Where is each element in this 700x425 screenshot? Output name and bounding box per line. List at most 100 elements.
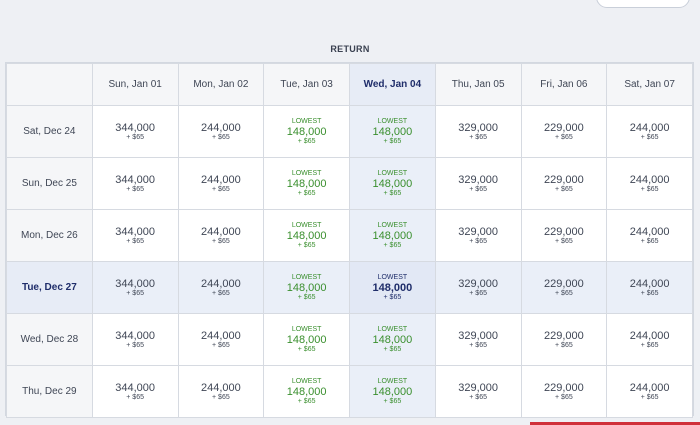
fare-tax: + $65: [469, 185, 487, 193]
fare-tax: + $65: [297, 137, 316, 145]
fare-calendar-grid: Sun, Jan 01 Mon, Jan 02 Tue, Jan 03 Wed, Ja…: [5, 62, 694, 418]
lowest-badge: LOWEST: [377, 377, 408, 385]
fare-points: 244,000: [200, 329, 241, 342]
fare-cell[interactable]: LOWEST 148,000 + $65: [263, 365, 350, 418]
fare-tax: + $65: [555, 341, 573, 349]
fare-cell[interactable]: 329,000 + $65: [434, 261, 522, 314]
fare-cell[interactable]: 229,000 + $65: [520, 365, 608, 418]
fare-tax: + $65: [640, 237, 659, 245]
fare-points: 229,000: [543, 381, 584, 394]
fare-tax: + $65: [640, 341, 659, 349]
fare-cell[interactable]: LOWEST 148,000 + $65: [263, 261, 350, 314]
fare-cell[interactable]: 244,000 + $65: [177, 313, 265, 366]
fare-cell[interactable]: LOWEST 148,000 + $65: [263, 209, 350, 262]
fare-cell[interactable]: 229,000 + $65: [520, 209, 608, 262]
fare-cell[interactable]: 244,000 + $65: [177, 209, 265, 262]
fare-cell[interactable]: 244,000 + $65: [606, 209, 693, 262]
lowest-badge: LOWEST: [291, 377, 322, 385]
fare-points: 244,000: [629, 277, 670, 290]
fare-cell[interactable]: 244,000 + $65: [177, 365, 265, 418]
lowest-badge: LOWEST: [291, 117, 322, 125]
fare-tax: + $65: [383, 137, 402, 145]
fare-cell[interactable]: 344,000 + $65: [91, 209, 179, 262]
fare-cell[interactable]: 344,000 + $65: [91, 261, 179, 314]
departure-date-header: Wed, Dec 28: [6, 313, 93, 366]
fare-cell[interactable]: 244,000 + $65: [177, 157, 265, 210]
fare-points: 148,000: [286, 229, 327, 242]
fare-cell[interactable]: 329,000 + $65: [434, 209, 522, 262]
fare-cell[interactable]: 344,000 + $65: [91, 365, 179, 418]
return-heading: RETURN: [330, 44, 370, 54]
fare-points: 148,000: [372, 125, 413, 138]
fare-cell[interactable]: 329,000 + $65: [434, 313, 522, 366]
return-date-header: Tue, Jan 03: [263, 63, 350, 106]
fare-points: 344,000: [115, 381, 155, 394]
fare-points: 244,000: [200, 121, 241, 134]
fare-cell[interactable]: 344,000 + $65: [91, 157, 179, 210]
lowest-badge: LOWEST: [291, 325, 322, 333]
fare-tax: + $65: [297, 345, 316, 353]
fare-tax: + $65: [555, 185, 573, 193]
fare-cell[interactable]: 229,000 + $65: [520, 261, 608, 314]
fare-tax: + $65: [383, 345, 402, 353]
fare-tax: + $65: [126, 341, 144, 349]
fare-cell[interactable]: 244,000 + $65: [177, 261, 265, 314]
fare-cell[interactable]: 244,000 + $65: [606, 313, 693, 366]
fare-points: 148,000: [286, 333, 327, 346]
fare-points: 244,000: [629, 381, 670, 394]
fare-points: 329,000: [458, 225, 498, 238]
fare-points: 229,000: [543, 173, 584, 186]
return-date-header: Fri, Jan 06: [520, 63, 608, 106]
fare-tax: + $65: [469, 133, 487, 141]
fare-tax: + $65: [297, 189, 316, 197]
fare-cell[interactable]: 344,000 + $65: [91, 313, 179, 366]
fare-points: 244,000: [200, 277, 241, 290]
fare-cell[interactable]: 329,000 + $65: [434, 157, 522, 210]
fare-tax: + $65: [126, 289, 144, 297]
fare-tax: + $65: [640, 289, 659, 297]
fare-cell[interactable]: LOWEST 148,000 + $65: [349, 313, 436, 366]
fare-cell[interactable]: 229,000 + $65: [520, 313, 608, 366]
fare-points: 148,000: [286, 281, 327, 294]
table-corner: [6, 63, 93, 106]
fare-tax: + $65: [212, 237, 230, 245]
lowest-badge: LOWEST: [377, 325, 408, 333]
fare-tax: + $65: [297, 241, 316, 249]
fare-row: Sat, Dec 24 344,000 + $65 244,000 + $65 LOWES…: [6, 105, 693, 158]
fare-tax: + $65: [469, 341, 487, 349]
fare-cell[interactable]: 244,000 + $65: [606, 261, 693, 314]
fare-cell[interactable]: LOWEST 148,000 + $65: [349, 105, 436, 158]
fare-tax: + $65: [212, 341, 230, 349]
fare-cell[interactable]: LOWEST 148,000 + $65: [349, 261, 436, 314]
fare-cell[interactable]: 244,000 + $65: [606, 365, 693, 418]
fare-cell[interactable]: LOWEST 148,000 + $65: [263, 105, 350, 158]
fare-cell[interactable]: LOWEST 148,000 + $65: [349, 209, 436, 262]
fare-cell[interactable]: 229,000 + $65: [520, 157, 608, 210]
fare-cell[interactable]: 244,000 + $65: [606, 105, 693, 158]
fare-points: 148,000: [372, 281, 413, 294]
fare-cell[interactable]: 229,000 + $65: [520, 105, 608, 158]
fare-points: 148,000: [372, 229, 413, 242]
fare-tax: + $65: [640, 393, 659, 401]
lowest-badge: LOWEST: [377, 273, 408, 281]
fare-cell[interactable]: 244,000 + $65: [177, 105, 265, 158]
fare-table: Sun, Jan 01 Mon, Jan 02 Tue, Jan 03 Wed, Ja…: [6, 63, 693, 418]
fare-cell[interactable]: LOWEST 148,000 + $65: [263, 157, 350, 210]
fare-cell[interactable]: LOWEST 148,000 + $65: [349, 157, 436, 210]
fare-cell[interactable]: 244,000 + $65: [606, 157, 693, 210]
departure-date-header: Tue, Dec 27: [6, 261, 93, 314]
return-date-header: Thu, Jan 05: [434, 63, 522, 106]
fare-tax: + $65: [555, 289, 573, 297]
fare-points: 148,000: [372, 177, 413, 190]
fare-cell[interactable]: 329,000 + $65: [434, 365, 522, 418]
fare-tax: + $65: [469, 393, 487, 401]
top-pill-button[interactable]: [596, 0, 690, 8]
fare-cell[interactable]: 344,000 + $65: [91, 105, 179, 158]
fare-cell[interactable]: LOWEST 148,000 + $65: [263, 313, 350, 366]
fare-cell[interactable]: 329,000 + $65: [434, 105, 522, 158]
fare-points: 148,000: [286, 125, 327, 138]
fare-cell[interactable]: LOWEST 148,000 + $65: [349, 365, 436, 418]
fare-tax: + $65: [640, 133, 659, 141]
bottom-accent-bar: [530, 422, 700, 425]
fare-row: Tue, Dec 27 344,000 + $65 244,000 + $65 LOWES…: [6, 261, 693, 314]
